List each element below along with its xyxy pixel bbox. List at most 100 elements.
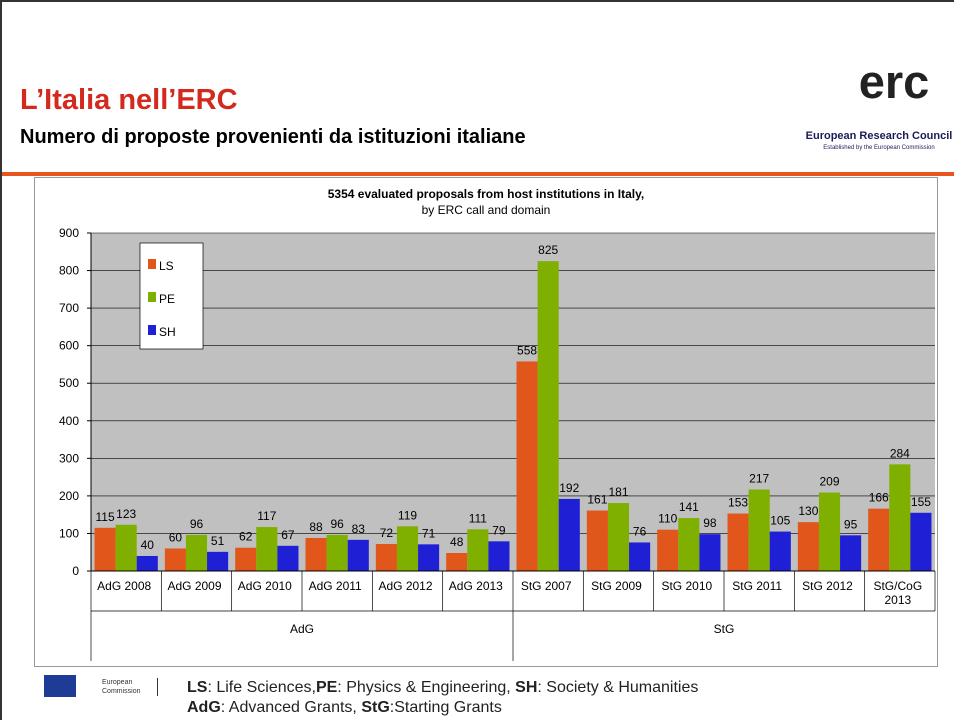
- value-label: 130: [798, 504, 818, 518]
- x-tick-label: AdG 2013: [448, 579, 503, 593]
- bar: [889, 464, 911, 571]
- value-label: 115: [95, 510, 114, 524]
- y-tick-label: 200: [59, 489, 79, 503]
- x-tick-label: AdG 2008: [97, 579, 152, 593]
- value-label: 153: [728, 496, 748, 510]
- footer-text: : Society & Humanities: [537, 679, 699, 696]
- plot-area: [91, 233, 935, 571]
- value-label: 96: [330, 517, 344, 531]
- x-tick-label: AdG 2011: [308, 579, 362, 593]
- bar: [748, 489, 770, 571]
- bar: [446, 552, 468, 571]
- value-label: 79: [492, 523, 506, 537]
- value-label: 67: [281, 528, 295, 542]
- slide-subtitle: Numero di proposte provenienti da istitu…: [20, 126, 526, 148]
- bar: [375, 543, 397, 571]
- value-label: 51: [211, 534, 225, 548]
- value-label: 117: [257, 509, 276, 523]
- value-label: 76: [633, 524, 647, 538]
- x-tick-label: AdG 2012: [378, 579, 433, 593]
- bar: [516, 361, 538, 571]
- value-label: 192: [559, 481, 579, 495]
- value-label: 209: [819, 475, 839, 489]
- y-tick-label: 800: [59, 264, 79, 278]
- value-label: 62: [239, 530, 253, 544]
- eu-logo-text: European Commission: [102, 678, 158, 696]
- x-tick-label: StG/CoG 2013: [873, 579, 923, 607]
- y-tick-label: 0: [72, 564, 79, 578]
- logo: erc: [858, 55, 930, 108]
- value-label: 60: [169, 530, 183, 544]
- value-label: 72: [380, 526, 394, 540]
- y-tick-label: 900: [59, 226, 79, 240]
- bar: [586, 510, 608, 571]
- footer-text: : Advanced Grants,: [220, 699, 362, 716]
- footer-text: : Life Sciences,: [207, 679, 316, 696]
- bar: [678, 518, 700, 571]
- value-label: 111: [469, 511, 488, 525]
- value-label: 141: [679, 500, 699, 514]
- value-label: 284: [890, 446, 910, 460]
- bar: [769, 531, 791, 571]
- bar: [657, 529, 679, 571]
- footer-text: SH: [515, 679, 538, 696]
- footer-note: AdG: Advanced Grants, StG:Starting Grant…: [187, 699, 502, 717]
- bar: [207, 551, 229, 571]
- group-label: StG: [714, 622, 735, 636]
- footer-text: PE: [315, 679, 338, 696]
- x-tick-label: StG 2012: [802, 579, 853, 593]
- value-label: 98: [703, 516, 717, 530]
- eu-flag: [44, 675, 76, 697]
- bar: [235, 547, 257, 571]
- value-label: 825: [538, 243, 558, 257]
- bar: [818, 492, 841, 571]
- bar: [418, 544, 440, 571]
- bar: [629, 542, 651, 571]
- x-tick-label: StG 2010: [661, 579, 713, 593]
- bar: [467, 529, 489, 571]
- x-tick-label: StG 2011: [732, 579, 783, 593]
- bar: [277, 545, 299, 571]
- footer-text: AdG: [187, 699, 221, 716]
- value-label: 71: [422, 526, 436, 540]
- value-label: 48: [450, 535, 464, 549]
- y-tick-label: 100: [59, 526, 79, 540]
- legend-label: SH: [159, 325, 176, 339]
- bar: [326, 534, 348, 571]
- bar: [607, 503, 630, 571]
- bar: [94, 527, 116, 571]
- group-label: AdG: [290, 622, 314, 636]
- bar: [840, 535, 862, 571]
- value-label: 110: [658, 512, 677, 526]
- rule: [2, 172, 954, 176]
- footer-note: LS: Life Sciences,PE: Physics & Engineer…: [187, 679, 698, 697]
- value-label: 105: [770, 514, 790, 528]
- value-label: 558: [517, 343, 537, 357]
- logo-caption: European Research Council: [805, 130, 953, 142]
- chart-subtitle: by ERC call and domain: [422, 203, 551, 217]
- y-tick-label: 500: [59, 376, 79, 390]
- footer-text: StG: [361, 699, 390, 716]
- footer-text: :Starting Grants: [389, 699, 502, 716]
- x-tick-label: StG 2007: [520, 579, 572, 593]
- x-tick-label: AdG 2010: [237, 579, 292, 593]
- value-label: 119: [398, 508, 417, 522]
- bar: [699, 534, 721, 571]
- y-tick-label: 600: [59, 339, 79, 353]
- legend-swatch: [148, 325, 156, 335]
- legend-swatch: [148, 292, 156, 302]
- x-tick-label: AdG 2009: [167, 579, 222, 593]
- bar: [136, 555, 158, 571]
- value-label: 96: [190, 517, 204, 531]
- footer-text: : Physics & Engineering,: [337, 679, 516, 696]
- bar: [347, 539, 369, 571]
- value-label: 181: [608, 485, 628, 499]
- bar: [164, 548, 186, 571]
- y-tick-label: 700: [59, 301, 79, 315]
- y-tick-label: 400: [59, 414, 79, 428]
- value-label: 83: [352, 522, 366, 536]
- x-tick-label: StG 2009: [591, 579, 642, 593]
- value-label: 123: [116, 507, 136, 521]
- bar: [868, 508, 890, 571]
